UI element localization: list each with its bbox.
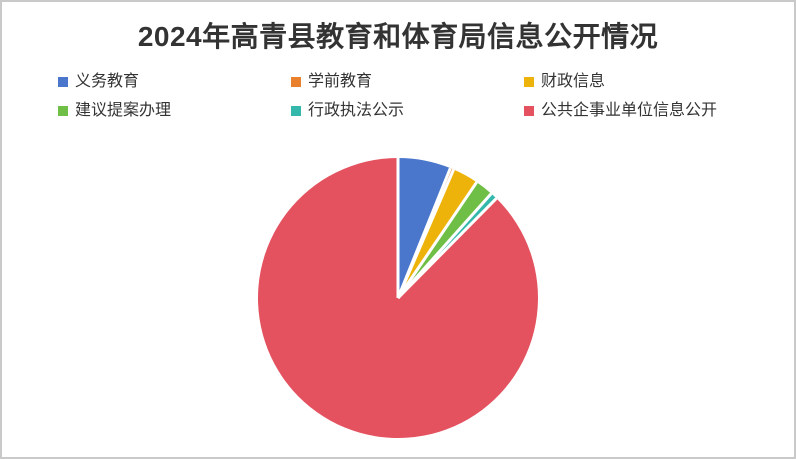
legend: 义务教育 学前教育 财政信息建议提案办理 行政执法公示 公共企事业单位信息公开 bbox=[58, 72, 717, 121]
legend-swatch-icon bbox=[58, 77, 68, 87]
legend-item-label: 学前教育 bbox=[308, 73, 373, 90]
legend-item[interactable]: 财政信息 bbox=[524, 72, 717, 92]
legend-item[interactable]: 学前教育 bbox=[291, 72, 524, 92]
legend-swatch-icon bbox=[524, 77, 534, 87]
legend-item-label: 义务教育 bbox=[75, 73, 140, 90]
legend-item-label: 财政信息 bbox=[541, 73, 606, 90]
legend-swatch-icon bbox=[524, 106, 534, 116]
legend-item-label: 行政执法公示 bbox=[308, 102, 405, 119]
legend-item[interactable]: 行政执法公示 bbox=[291, 101, 524, 121]
legend-swatch-icon bbox=[58, 106, 68, 116]
legend-item[interactable]: 公共企事业单位信息公开 bbox=[524, 101, 717, 121]
legend-swatch-icon bbox=[291, 77, 301, 87]
pie-slice[interactable] bbox=[257, 158, 538, 438]
legend-item[interactable]: 义务教育 bbox=[58, 72, 291, 92]
legend-swatch-icon bbox=[291, 106, 301, 116]
legend-item-label: 公共企事业单位信息公开 bbox=[541, 102, 718, 119]
legend-item-label: 建议提案办理 bbox=[75, 102, 172, 119]
chart-title: 2024年高青县教育和体育局信息公开情况 bbox=[137, 21, 659, 52]
legend-item[interactable]: 建议提案办理 bbox=[58, 101, 291, 121]
